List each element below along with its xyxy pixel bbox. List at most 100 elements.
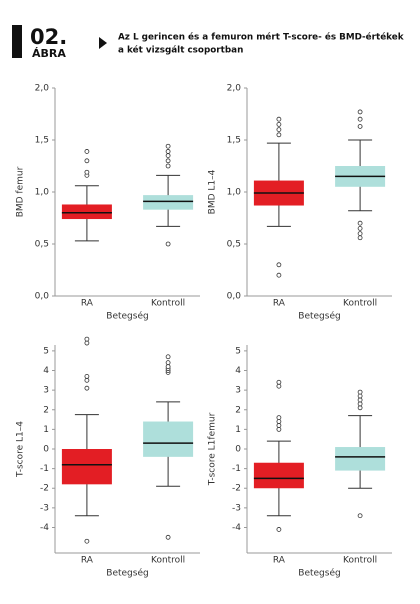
- outlier: [165, 143, 171, 149]
- outlier: [165, 149, 171, 154]
- outlier: [165, 364, 171, 369]
- figure-label: ÁBRA: [32, 47, 66, 60]
- y-tick-label: -2: [232, 484, 241, 494]
- x-tick-label: RA: [273, 299, 286, 309]
- x-axis-label: Betegség: [298, 568, 340, 579]
- outlier: [357, 124, 363, 129]
- outlier: [276, 419, 282, 424]
- outlier: [357, 231, 363, 237]
- outlier: [84, 149, 90, 154]
- x-tick-label: RA: [81, 556, 94, 566]
- x-tick-label: Kontroll: [343, 556, 377, 566]
- y-tick-label: 1: [43, 425, 49, 435]
- box: [335, 447, 386, 471]
- outlier: [276, 116, 282, 122]
- y-tick-label: -4: [40, 523, 49, 533]
- y-tick-label: -1: [40, 464, 49, 474]
- outlier: [276, 379, 282, 385]
- y-tick-label: 0: [235, 445, 241, 455]
- outlier: [276, 127, 282, 133]
- outlier: [276, 426, 282, 432]
- y-axis-label: T-score L1femur: [208, 412, 218, 486]
- y-tick-label: 0,5: [227, 240, 241, 250]
- y-tick-label: 1,0: [227, 188, 242, 198]
- outlier: [276, 272, 282, 278]
- x-tick-label: RA: [273, 556, 286, 566]
- y-tick-label: 1,5: [35, 136, 49, 146]
- outlier: [276, 122, 282, 127]
- outlier: [276, 132, 282, 138]
- y-tick-label: -2: [40, 484, 49, 494]
- outlier: [84, 158, 90, 164]
- x-tick-label: Kontroll: [151, 556, 185, 566]
- x-tick-label: Kontroll: [343, 299, 377, 309]
- y-tick-label: 2: [235, 405, 241, 415]
- outlier: [84, 538, 90, 544]
- outlier: [84, 377, 90, 383]
- outlier: [165, 360, 171, 366]
- y-tick-label: 5: [43, 346, 49, 356]
- x-axis-label: Betegség: [106, 568, 148, 579]
- y-tick-label: 0,0: [227, 292, 242, 302]
- outlier: [165, 354, 171, 360]
- arrow: [99, 37, 107, 49]
- outlier: [357, 116, 363, 122]
- box: [61, 449, 112, 485]
- x-axis-label: Betegség: [106, 311, 148, 322]
- figure-number: 02.: [30, 25, 67, 49]
- y-tick-label: -1: [232, 464, 241, 474]
- outlier: [165, 158, 171, 164]
- y-tick-label: 4: [43, 366, 49, 376]
- y-tick-label: 0: [43, 445, 49, 455]
- y-tick-label: 1,5: [227, 136, 241, 146]
- y-axis-label: BMD L1–4: [208, 169, 218, 214]
- outlier: [84, 340, 90, 346]
- y-tick-label: 4: [235, 366, 241, 376]
- y-tick-label: 2: [43, 405, 49, 415]
- figure-title: Az L gerincen és a femuron mért T-score-…: [118, 32, 405, 43]
- outlier: [276, 423, 282, 428]
- outlier: [276, 383, 282, 389]
- y-tick-label: 2,0: [35, 84, 50, 94]
- outlier: [84, 336, 90, 342]
- outlier: [357, 405, 363, 411]
- outlier: [357, 513, 363, 519]
- outlier: [165, 163, 171, 169]
- y-axis-label: BMD femur: [16, 166, 26, 217]
- y-tick-label: 2,0: [227, 84, 242, 94]
- y-tick-label: 3: [235, 386, 241, 396]
- outlier: [165, 153, 171, 159]
- outlier: [357, 225, 363, 231]
- y-axis-label: T-score L1–4: [16, 421, 26, 478]
- outlier: [357, 389, 363, 395]
- outlier: [357, 109, 363, 115]
- x-tick-label: Kontroll: [151, 299, 185, 309]
- y-tick-label: 3: [43, 386, 49, 396]
- outlier: [84, 373, 90, 379]
- y-tick-label: 0,0: [35, 292, 50, 302]
- y-tick-label: 1,0: [35, 188, 50, 198]
- figure-title: a két vizsgált csoportban: [118, 45, 243, 56]
- y-tick-label: -3: [232, 503, 241, 513]
- outlier: [357, 235, 363, 241]
- outlier: [84, 385, 90, 391]
- y-tick-label: 1: [235, 425, 241, 435]
- y-tick-label: -3: [40, 503, 49, 513]
- box: [143, 421, 194, 457]
- outlier: [165, 241, 171, 247]
- outlier: [84, 169, 90, 175]
- y-tick-label: 5: [235, 346, 241, 356]
- box: [143, 195, 194, 210]
- outlier: [357, 220, 363, 226]
- outlier: [357, 401, 363, 407]
- header-bar: [12, 25, 22, 58]
- y-tick-label: -4: [232, 523, 241, 533]
- outlier: [276, 527, 282, 532]
- box: [253, 462, 304, 489]
- box: [61, 204, 112, 220]
- y-tick-label: 0,5: [35, 240, 49, 250]
- outlier: [357, 397, 363, 403]
- outlier: [357, 393, 363, 399]
- x-tick-label: RA: [81, 299, 94, 309]
